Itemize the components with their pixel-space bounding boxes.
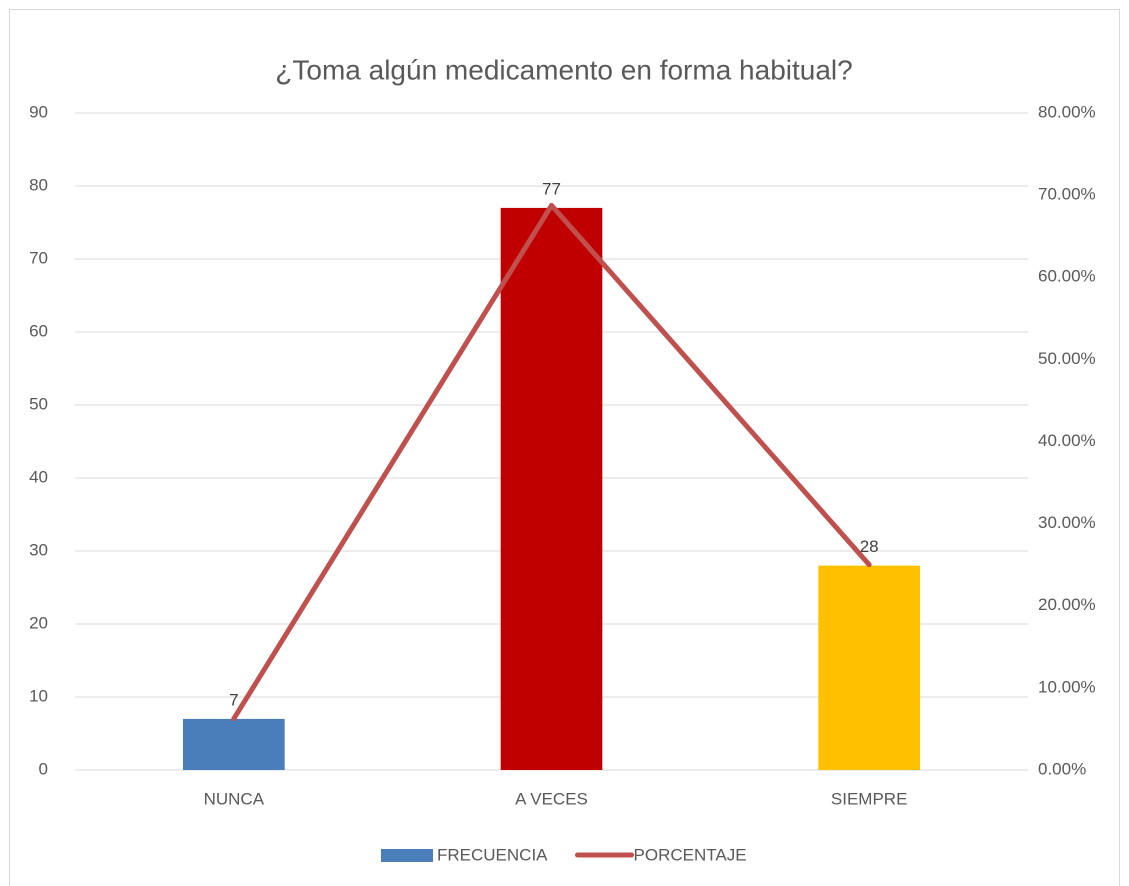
x-tick-label: SIEMPRE bbox=[831, 789, 908, 808]
y2-tick-label: 30.00% bbox=[1038, 513, 1096, 532]
y-tick-label: 40 bbox=[29, 467, 48, 486]
line bbox=[231, 202, 872, 722]
y2-tick-label: 0.00% bbox=[1038, 759, 1086, 778]
y-tick-label: 80 bbox=[29, 175, 48, 194]
y-tick-label: 10 bbox=[29, 686, 48, 705]
y-tick-label: 90 bbox=[29, 102, 48, 121]
y-tick-label: 0 bbox=[39, 759, 48, 778]
legend-label: FRECUENCIA bbox=[437, 845, 548, 864]
y-tick-label: 60 bbox=[29, 321, 48, 340]
y-tick-label: 70 bbox=[29, 248, 48, 267]
y2-tick-label: 80.00% bbox=[1038, 102, 1096, 121]
bar bbox=[183, 718, 285, 770]
data-label: 28 bbox=[860, 537, 879, 556]
y-tick-label: 20 bbox=[29, 613, 48, 632]
y2-tick-label: 60.00% bbox=[1038, 267, 1096, 286]
y2-tick-label: 10.00% bbox=[1038, 677, 1096, 696]
x-tick-label: NUNCA bbox=[204, 789, 265, 808]
legend-swatch bbox=[381, 849, 433, 862]
bar bbox=[818, 565, 920, 770]
y2-tick-label: 20.00% bbox=[1038, 595, 1096, 614]
y2-tick-label: 50.00% bbox=[1038, 349, 1096, 368]
bar bbox=[500, 207, 603, 770]
y2-tick-label: 40.00% bbox=[1038, 431, 1096, 450]
data-label: 7 bbox=[229, 690, 238, 709]
legend-label: PORCENTAJE bbox=[634, 845, 747, 864]
y2-tick-label: 70.00% bbox=[1038, 185, 1096, 204]
y-tick-label: 30 bbox=[29, 540, 48, 559]
y-tick-label: 50 bbox=[29, 394, 48, 413]
data-label: 77 bbox=[542, 179, 561, 198]
chart-title: ¿Toma algún medicamento en forma habitua… bbox=[275, 54, 852, 85]
x-tick-label: A VECES bbox=[515, 789, 588, 808]
